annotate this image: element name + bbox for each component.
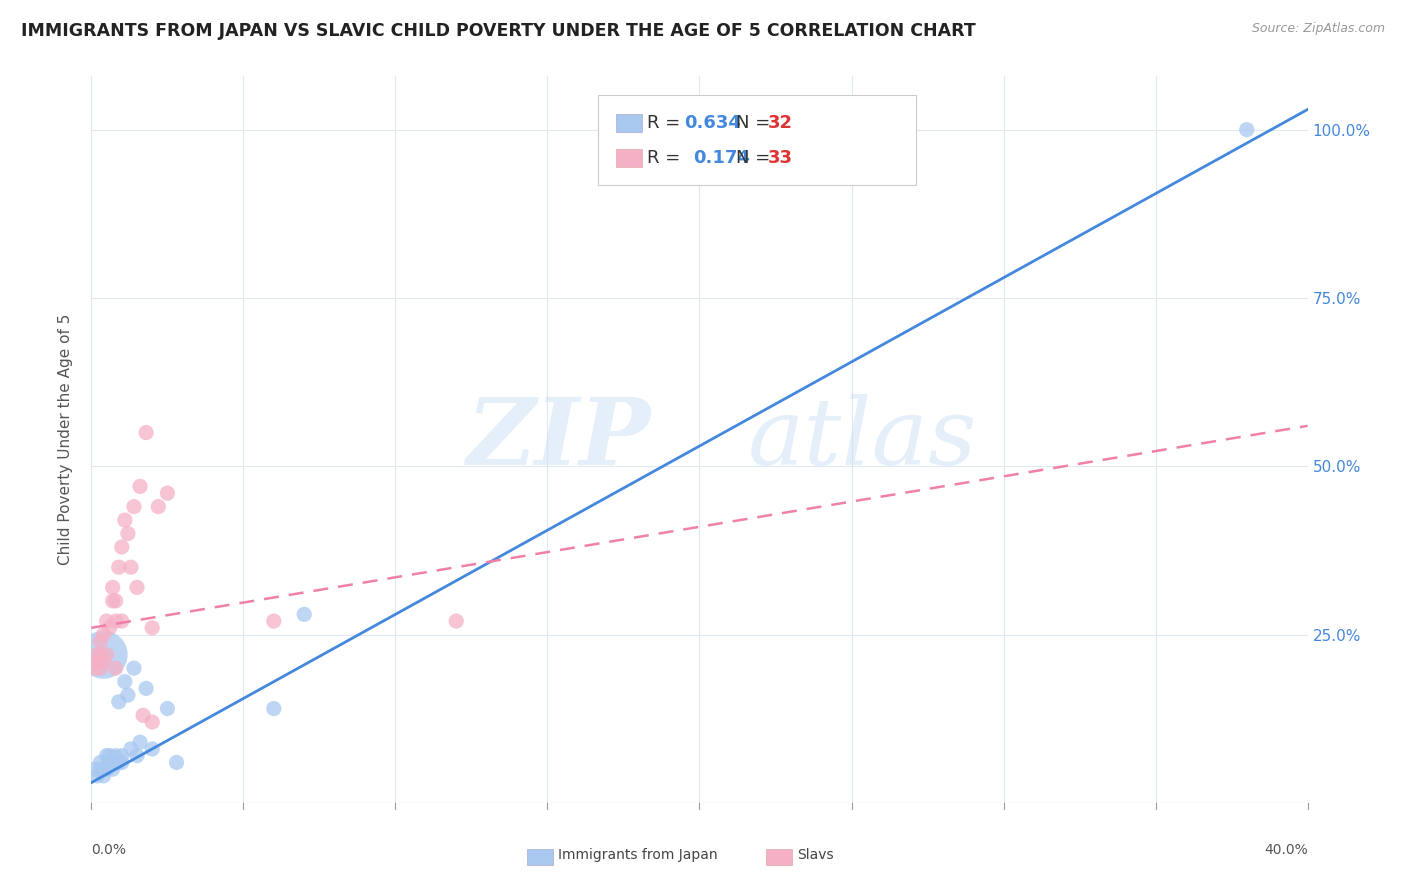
Text: 0.0%: 0.0%	[91, 843, 127, 857]
Text: 40.0%: 40.0%	[1264, 843, 1308, 857]
Point	[86, 648, 108, 662]
Point	[93, 627, 115, 641]
Text: Source: ZipAtlas.com: Source: ZipAtlas.com	[1251, 22, 1385, 36]
Point	[101, 762, 124, 776]
Point	[89, 756, 111, 770]
Point	[96, 614, 118, 628]
Point	[1236, 122, 1258, 136]
Text: N =: N =	[735, 113, 776, 132]
Point	[292, 607, 315, 622]
Point	[117, 526, 139, 541]
Point	[93, 648, 115, 662]
Text: atlas: atlas	[748, 394, 977, 484]
Point	[93, 762, 115, 776]
Point	[129, 735, 152, 749]
Point	[104, 748, 127, 763]
Point	[101, 581, 124, 595]
Text: ZIP: ZIP	[467, 394, 651, 484]
Point	[132, 708, 155, 723]
Point	[86, 655, 108, 669]
Point	[125, 581, 148, 595]
Point	[156, 486, 179, 500]
Text: Immigrants from Japan: Immigrants from Japan	[558, 848, 718, 863]
Point	[96, 748, 118, 763]
Point	[111, 748, 134, 763]
Point	[93, 769, 115, 783]
Text: N =: N =	[735, 149, 776, 168]
Point	[111, 756, 134, 770]
Point	[263, 701, 285, 715]
Point	[83, 661, 105, 675]
Point	[104, 661, 127, 675]
Point	[98, 621, 121, 635]
Text: R =: R =	[647, 113, 686, 132]
Text: 32: 32	[768, 113, 793, 132]
Point	[166, 756, 188, 770]
Text: 0.634: 0.634	[683, 113, 741, 132]
Point	[120, 742, 142, 756]
Point	[122, 500, 145, 514]
Point	[122, 661, 145, 675]
Y-axis label: Child Poverty Under the Age of 5: Child Poverty Under the Age of 5	[58, 314, 73, 565]
Point	[83, 762, 105, 776]
Point	[120, 560, 142, 574]
Point	[114, 513, 136, 527]
Point	[148, 500, 170, 514]
Point	[114, 674, 136, 689]
Point	[107, 695, 129, 709]
Point	[98, 756, 121, 770]
Point	[89, 762, 111, 776]
Point	[89, 648, 111, 662]
Point	[129, 479, 152, 493]
Point	[125, 748, 148, 763]
Point	[101, 594, 124, 608]
Point	[141, 742, 163, 756]
Point	[89, 634, 111, 648]
Point	[104, 614, 127, 628]
Point	[107, 560, 129, 574]
Point	[111, 614, 134, 628]
Point	[104, 756, 127, 770]
Point	[111, 540, 134, 554]
Point	[263, 614, 285, 628]
Point	[135, 425, 157, 440]
Point	[98, 748, 121, 763]
Point	[135, 681, 157, 696]
Point	[96, 648, 118, 662]
Point	[141, 714, 163, 729]
Text: 0.174: 0.174	[693, 149, 751, 168]
Point	[104, 594, 127, 608]
Point	[93, 655, 115, 669]
Text: R =: R =	[647, 149, 692, 168]
Point	[444, 614, 467, 628]
Point	[86, 769, 108, 783]
Text: 33: 33	[768, 149, 793, 168]
Point	[156, 701, 179, 715]
Point	[117, 688, 139, 702]
Point	[96, 762, 118, 776]
Point	[141, 621, 163, 635]
Text: IMMIGRANTS FROM JAPAN VS SLAVIC CHILD POVERTY UNDER THE AGE OF 5 CORRELATION CHA: IMMIGRANTS FROM JAPAN VS SLAVIC CHILD PO…	[21, 22, 976, 40]
Point	[107, 756, 129, 770]
Point	[89, 661, 111, 675]
Text: Slavs: Slavs	[797, 848, 834, 863]
Point	[101, 756, 124, 770]
